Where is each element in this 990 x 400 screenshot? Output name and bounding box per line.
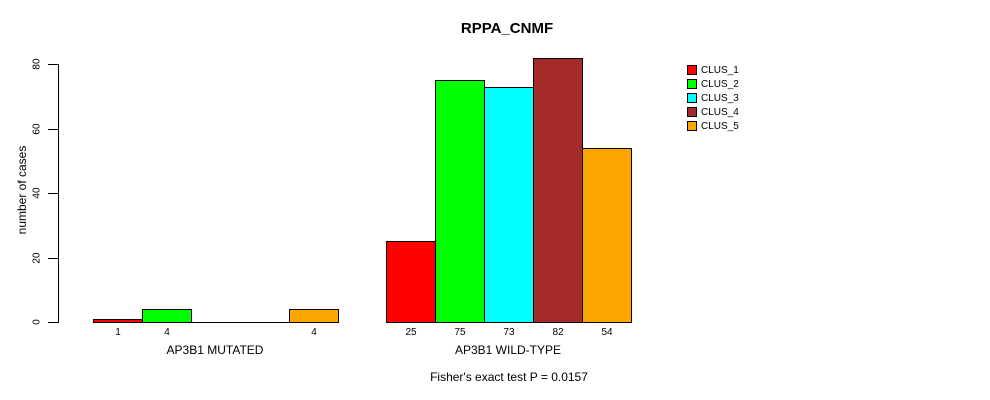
legend-item-clus_1: CLUS_1	[687, 63, 739, 77]
zero-bar-clus_4-mutated	[240, 322, 290, 323]
legend-label: CLUS_3	[701, 92, 739, 104]
x-group-label-mutated: AP3B1 MUTATED	[166, 343, 264, 357]
y-tick-label: 40	[31, 187, 43, 199]
y-axis-title: number of cases	[15, 145, 29, 235]
bar-value-label: 25	[405, 327, 417, 338]
bar-clus_5-wild-type	[582, 148, 632, 323]
legend-item-clus_3: CLUS_3	[687, 91, 739, 105]
legend: CLUS_1 CLUS_2 CLUS_3 CLUS_4 CLUS_5	[687, 63, 739, 133]
y-tick-mark	[48, 322, 58, 323]
legend-item-clus_5: CLUS_5	[687, 119, 739, 133]
legend-label: CLUS_5	[701, 120, 739, 132]
y-tick-mark	[48, 258, 58, 259]
bar-value-label: 82	[552, 327, 564, 338]
bar-clus_5-mutated	[289, 309, 339, 323]
bar-value-label: 73	[503, 327, 515, 338]
bar-value-label: 4	[164, 327, 170, 338]
fisher-test-annotation: Fisher's exact test P = 0.0157	[430, 370, 588, 384]
legend-label: CLUS_2	[701, 78, 739, 90]
y-tick-label: 60	[31, 123, 43, 135]
bar-value-label: 1	[115, 327, 121, 338]
bar-clus_1-wild-type	[386, 241, 436, 323]
legend-swatch-clus_1	[687, 65, 697, 75]
legend-swatch-clus_3	[687, 93, 697, 103]
legend-item-clus_4: CLUS_4	[687, 105, 739, 119]
x-group-label-wild-type: AP3B1 WILD-TYPE	[454, 343, 562, 357]
y-tick-mark	[48, 129, 58, 130]
bar-value-label: 54	[601, 327, 613, 338]
y-tick-mark	[48, 193, 58, 194]
y-tick-label: 0	[31, 319, 43, 325]
bar-clus_2-wild-type	[435, 80, 485, 323]
bar-clus_3-wild-type	[484, 87, 534, 323]
zero-bar-clus_3-mutated	[191, 322, 241, 323]
bar-clus_1-mutated	[93, 319, 143, 323]
bar-clus_4-wild-type	[533, 58, 583, 323]
legend-swatch-clus_5	[687, 121, 697, 131]
y-tick-label: 20	[31, 252, 43, 264]
legend-label: CLUS_4	[701, 106, 739, 118]
y-tick-mark	[48, 64, 58, 65]
legend-label: CLUS_1	[701, 64, 739, 76]
y-tick-label: 80	[31, 58, 43, 70]
legend-swatch-clus_2	[687, 79, 697, 89]
bar-value-label: 4	[311, 327, 317, 338]
legend-swatch-clus_4	[687, 107, 697, 117]
legend-item-clus_2: CLUS_2	[687, 77, 739, 91]
chart-title: RPPA_CNMF	[460, 20, 554, 37]
bar-clus_2-mutated	[142, 309, 192, 323]
y-axis-line	[58, 64, 59, 323]
bar-value-label: 75	[454, 327, 466, 338]
